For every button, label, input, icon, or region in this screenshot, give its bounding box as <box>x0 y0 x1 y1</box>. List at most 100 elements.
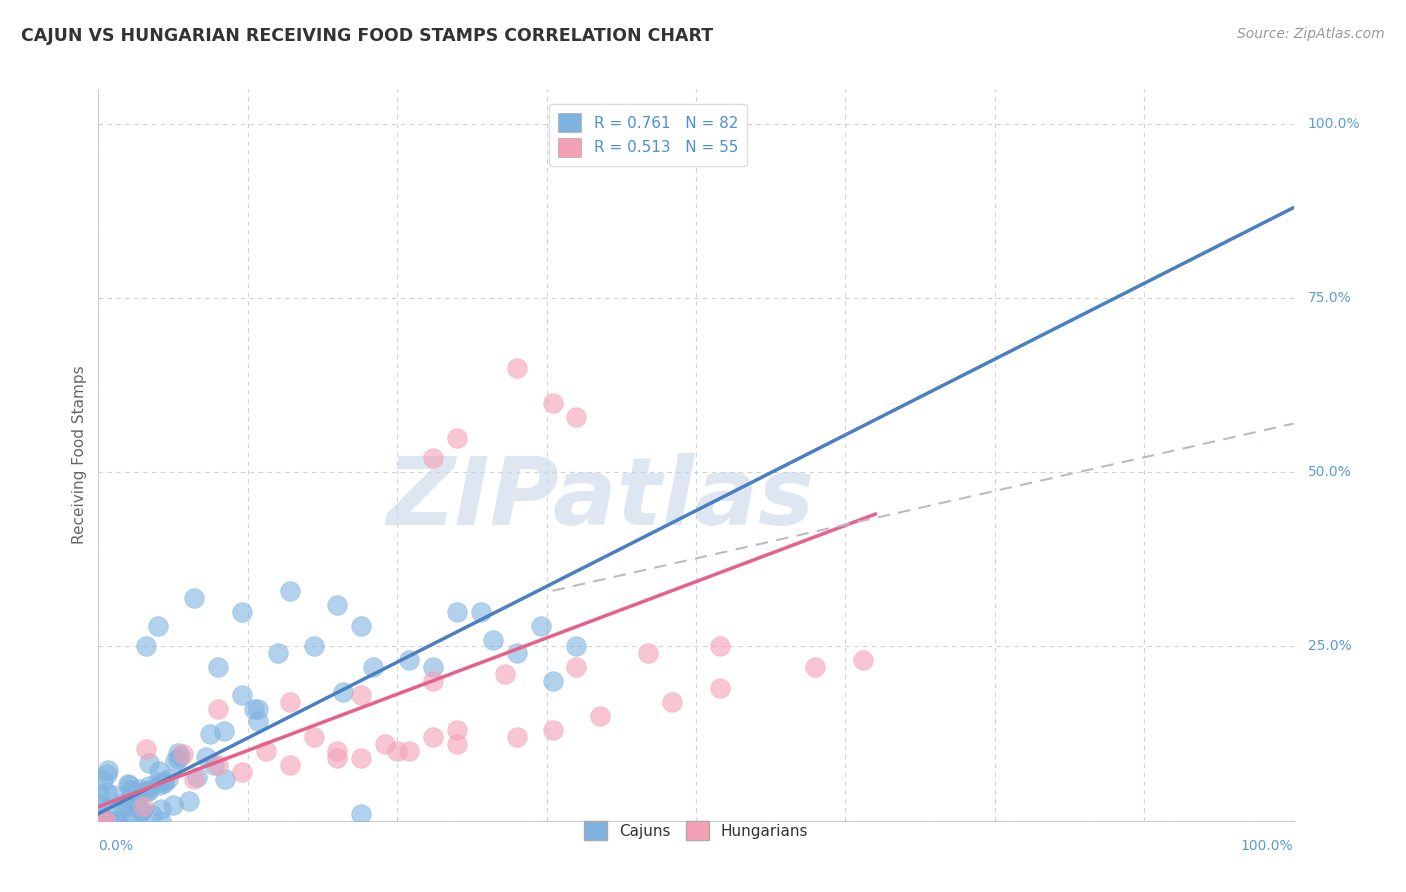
Point <box>122 812 145 826</box>
Point <box>350 806 373 821</box>
Point <box>541 674 564 689</box>
Point <box>363 660 385 674</box>
Point <box>97 814 120 828</box>
Point <box>541 723 564 737</box>
Point <box>202 758 225 772</box>
Point <box>157 772 180 787</box>
Point <box>247 702 270 716</box>
Text: 75.0%: 75.0% <box>1308 291 1351 305</box>
Legend: Cajuns, Hungarians: Cajuns, Hungarians <box>578 815 814 846</box>
Point <box>709 640 731 654</box>
Point <box>278 695 301 709</box>
Point <box>278 758 301 772</box>
Point <box>446 430 468 444</box>
Point <box>186 770 208 784</box>
Point <box>120 807 142 822</box>
Point <box>98 814 121 828</box>
Point <box>422 660 444 674</box>
Point <box>141 807 163 822</box>
Point <box>183 772 205 786</box>
Point <box>165 755 187 769</box>
Point <box>385 744 409 758</box>
Point <box>350 688 373 702</box>
Point <box>138 783 160 797</box>
Point <box>214 772 236 786</box>
Point <box>135 742 157 756</box>
Point <box>97 763 120 777</box>
Point <box>132 785 155 799</box>
Point <box>128 782 150 797</box>
Point <box>120 782 142 797</box>
Point <box>135 640 157 654</box>
Point <box>530 618 553 632</box>
Point <box>852 653 875 667</box>
Point <box>93 814 115 828</box>
Point <box>138 779 160 793</box>
Point <box>96 814 118 828</box>
Point <box>148 618 170 632</box>
Point <box>207 758 229 772</box>
Point <box>96 786 118 800</box>
Point <box>146 775 169 789</box>
Point <box>117 778 139 792</box>
Point <box>115 797 138 812</box>
Point <box>398 653 420 667</box>
Point <box>398 744 420 758</box>
Y-axis label: Receiving Food Stamps: Receiving Food Stamps <box>72 366 87 544</box>
Point <box>446 723 468 737</box>
Point <box>446 737 468 751</box>
Point <box>481 632 505 647</box>
Point <box>326 598 349 612</box>
Point <box>131 804 153 818</box>
Point <box>267 647 290 661</box>
Point <box>91 772 114 787</box>
Text: CAJUN VS HUNGARIAN RECEIVING FOOD STAMPS CORRELATION CHART: CAJUN VS HUNGARIAN RECEIVING FOOD STAMPS… <box>21 27 713 45</box>
Point <box>214 723 236 738</box>
Point <box>132 799 155 814</box>
Point <box>565 409 588 424</box>
Point <box>195 749 218 764</box>
Point <box>172 747 194 761</box>
Point <box>89 797 111 812</box>
Point <box>374 737 396 751</box>
Point <box>565 660 588 674</box>
Point <box>231 764 253 779</box>
Point <box>153 773 176 788</box>
Point <box>565 640 588 654</box>
Point <box>96 766 118 780</box>
Point <box>117 777 139 791</box>
Point <box>110 797 132 812</box>
Text: Source: ZipAtlas.com: Source: ZipAtlas.com <box>1237 27 1385 41</box>
Point <box>494 667 516 681</box>
Text: ZIPatlas: ZIPatlas <box>387 453 814 545</box>
Point <box>541 395 564 409</box>
Point <box>90 807 112 822</box>
Point <box>94 814 117 828</box>
Point <box>422 674 444 689</box>
Point <box>326 751 349 765</box>
Point <box>177 794 200 808</box>
Point <box>446 605 468 619</box>
Point <box>131 804 153 818</box>
Point <box>162 797 184 812</box>
Text: 100.0%: 100.0% <box>1308 117 1361 131</box>
Point <box>254 744 277 758</box>
Point <box>148 764 170 779</box>
Point <box>124 795 146 809</box>
Point <box>153 775 176 789</box>
Point <box>104 814 127 828</box>
Point <box>117 798 139 813</box>
Point <box>506 647 529 661</box>
Point <box>506 360 529 375</box>
Point <box>470 605 492 619</box>
Point <box>138 756 160 770</box>
Point <box>350 751 373 765</box>
Point <box>247 714 270 728</box>
Point <box>183 591 205 605</box>
Point <box>422 451 444 466</box>
Point <box>101 788 124 802</box>
Point <box>207 660 229 674</box>
Point <box>278 583 301 598</box>
Point <box>506 730 529 744</box>
Point <box>350 618 373 632</box>
